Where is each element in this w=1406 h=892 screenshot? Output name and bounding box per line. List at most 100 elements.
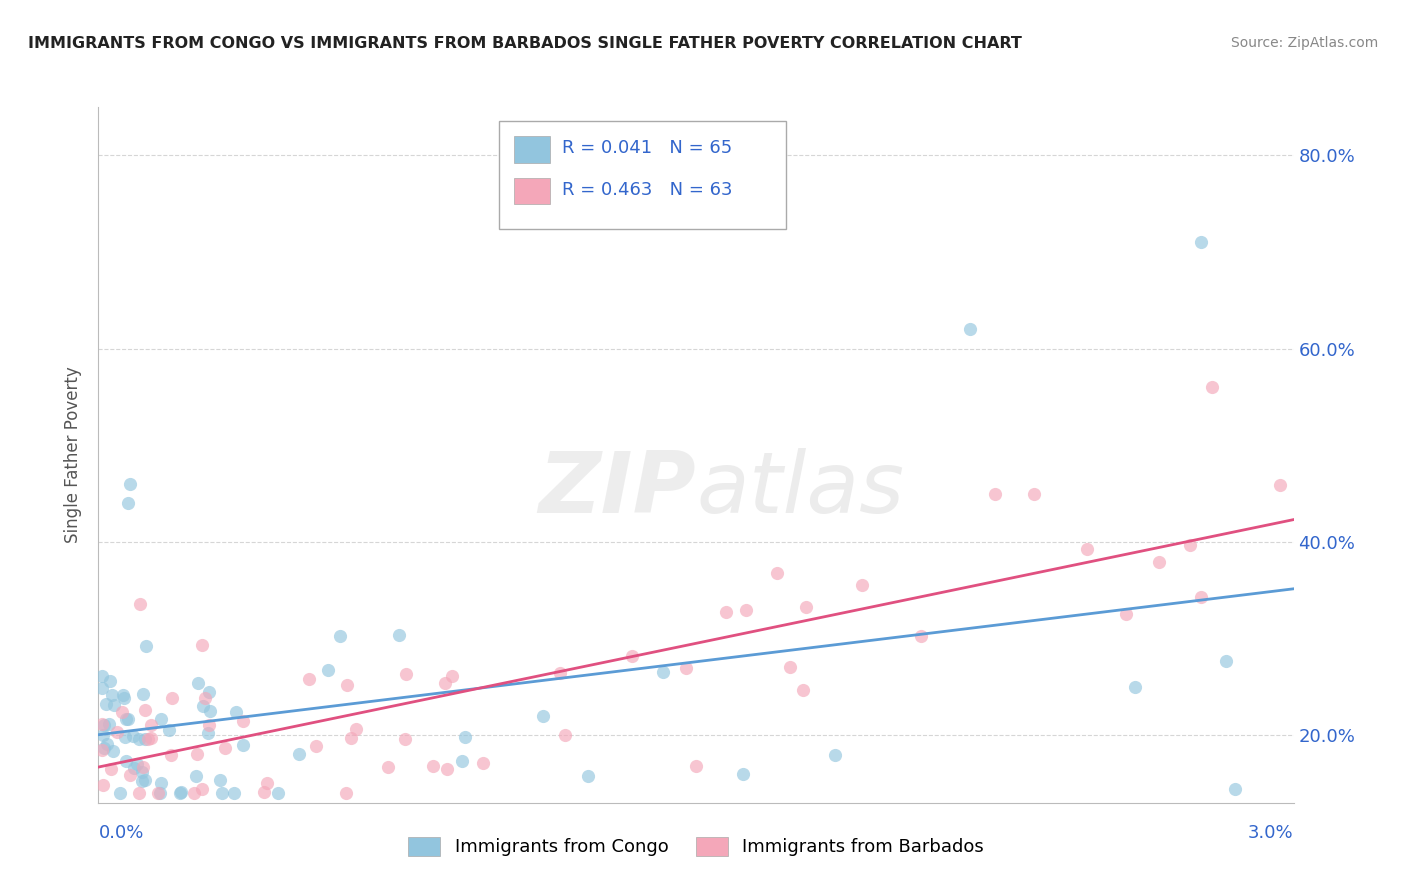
Point [731, 767, 754, 781]
Point [117, 496, 139, 510]
Point [1076, 541, 1098, 556]
Point [149, 786, 172, 800]
Point [225, 706, 247, 720]
Text: 3.0%: 3.0% [1249, 823, 1294, 842]
Point [232, 714, 254, 728]
Point [344, 723, 367, 737]
Point [93, 718, 115, 732]
Point [91, 742, 114, 756]
Point [110, 786, 132, 800]
Point [127, 756, 149, 771]
Point [735, 603, 758, 617]
Point [766, 566, 789, 581]
Text: Source: ZipAtlas.com: Source: ZipAtlas.com [1230, 36, 1378, 50]
Point [1189, 235, 1212, 250]
Point [1215, 654, 1237, 668]
Point [129, 597, 152, 611]
Point [1147, 555, 1170, 569]
Point [187, 676, 209, 690]
Point [128, 731, 150, 746]
Point [134, 731, 156, 746]
Point [436, 762, 458, 776]
FancyBboxPatch shape [515, 136, 550, 162]
Point [98, 716, 121, 731]
Point [131, 764, 153, 779]
Point [115, 713, 138, 727]
Point [91, 681, 114, 695]
Point [824, 748, 846, 763]
Point [422, 759, 444, 773]
Point [100, 762, 122, 776]
Legend: Immigrants from Congo, Immigrants from Barbados: Immigrants from Congo, Immigrants from B… [408, 837, 984, 856]
Point [115, 754, 138, 768]
Point [336, 678, 359, 692]
Point [118, 768, 141, 782]
Point [150, 711, 173, 725]
Point [440, 669, 463, 683]
Point [118, 476, 141, 491]
Point [1189, 591, 1212, 605]
Text: 0.0%: 0.0% [98, 823, 143, 842]
Point [287, 747, 309, 762]
Point [910, 629, 932, 643]
Point [394, 731, 416, 746]
Point [222, 786, 245, 800]
Point [1178, 538, 1201, 552]
Point [112, 690, 135, 705]
Point [714, 605, 737, 619]
Point [794, 599, 817, 614]
Point [1201, 380, 1223, 394]
Text: ZIP: ZIP [538, 448, 696, 532]
Point [197, 725, 219, 739]
Point [105, 724, 128, 739]
Point [388, 628, 411, 642]
Point [117, 712, 139, 726]
Point [136, 731, 159, 746]
Point [959, 322, 981, 336]
Point [211, 786, 233, 800]
Point [135, 640, 157, 654]
Point [186, 747, 208, 761]
Text: R = 0.041   N = 65: R = 0.041 N = 65 [562, 139, 733, 157]
Point [134, 702, 156, 716]
Point [329, 629, 352, 643]
Point [779, 660, 801, 674]
Point [298, 672, 321, 686]
Point [93, 740, 115, 755]
Point [150, 776, 173, 790]
Point [159, 747, 181, 762]
Point [132, 687, 155, 701]
Point [304, 739, 326, 753]
Point [122, 729, 145, 743]
Point [91, 778, 114, 792]
Point [101, 744, 124, 758]
FancyBboxPatch shape [515, 178, 550, 204]
Point [652, 665, 675, 680]
Point [114, 730, 136, 744]
Point [377, 760, 399, 774]
Point [984, 486, 1007, 500]
Point [232, 738, 254, 752]
Y-axis label: Single Father Poverty: Single Father Poverty [65, 367, 83, 543]
Point [792, 683, 814, 698]
Point [256, 776, 278, 790]
Point [1123, 680, 1146, 694]
Point [103, 698, 125, 713]
Point [194, 690, 217, 705]
Point [198, 704, 221, 718]
FancyBboxPatch shape [499, 121, 786, 229]
Point [531, 709, 554, 723]
Point [209, 772, 232, 787]
Point [128, 786, 150, 800]
Point [91, 717, 114, 731]
Point [183, 786, 205, 800]
Point [111, 706, 134, 720]
Point [198, 685, 221, 699]
Point [134, 772, 156, 787]
Point [191, 698, 214, 713]
Point [433, 676, 456, 690]
Point [139, 718, 162, 732]
Text: atlas: atlas [696, 448, 904, 532]
Point [162, 691, 184, 706]
Point [139, 731, 162, 745]
